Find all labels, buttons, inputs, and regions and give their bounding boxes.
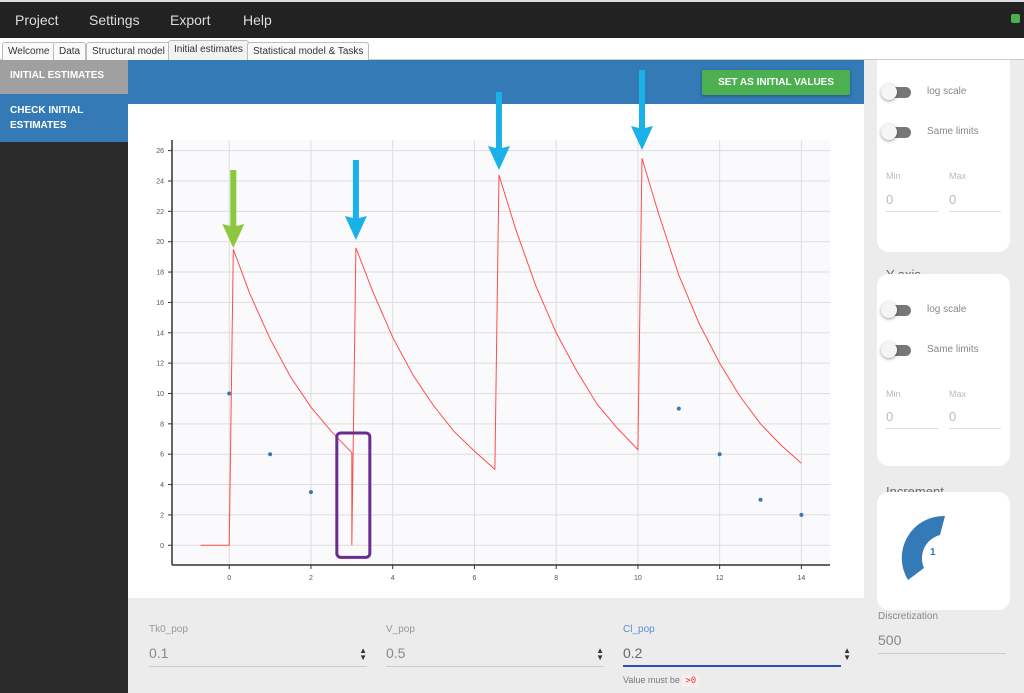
menu-project[interactable]: Project xyxy=(15,12,59,28)
y-tick-label: 24 xyxy=(156,178,164,185)
y-tick-label: 2 xyxy=(160,512,164,519)
y-tick-label: 4 xyxy=(160,482,164,489)
x-axis-card: log scale Same limits Min Max 0 0 xyxy=(877,60,1010,252)
sidebar-item-check-initial-estimates[interactable]: CHECK INITIAL ESTIMATES xyxy=(0,94,128,142)
tab-statistical-model[interactable]: Statistical model & Tasks xyxy=(247,42,370,60)
x-log-scale-label: log scale xyxy=(927,86,967,97)
spinner-icon[interactable]: ▲ ▼ xyxy=(596,646,604,662)
observation-point xyxy=(758,497,763,502)
spinner-icon[interactable]: ▲ ▼ xyxy=(359,646,367,662)
set-initial-values-button[interactable]: SET AS INITIAL VALUES xyxy=(702,70,850,95)
x-tick-label: 0 xyxy=(227,575,231,582)
x-tick-label: 4 xyxy=(391,575,395,582)
cl-pop-value: 0.2 xyxy=(623,645,643,661)
v-pop-input[interactable]: 0.5 ▲ ▼ xyxy=(386,645,604,667)
validation-hint: Value must be xyxy=(623,675,680,685)
x-max-input[interactable]: 0 xyxy=(949,192,1001,212)
y-tick-label: 22 xyxy=(156,209,164,216)
y-same-limits-toggle[interactable] xyxy=(881,342,911,358)
tab-bar: Welcome Data Structural model Initial es… xyxy=(0,38,1024,60)
x-tick-label: 6 xyxy=(472,575,476,582)
increment-value: 1 xyxy=(930,547,936,558)
y-log-scale-toggle[interactable] xyxy=(881,302,911,318)
tk0-pop-label: Tk0_pop xyxy=(149,624,188,635)
x-tick-label: 12 xyxy=(716,575,724,582)
sidebar: INITIAL ESTIMATES CHECK INITIAL ESTIMATE… xyxy=(0,60,128,693)
v-pop-label: V_pop xyxy=(386,624,415,635)
tk0-pop-field: Tk0_pop 0.1 ▲ ▼ xyxy=(149,624,367,667)
right-panel: log scale Same limits Min Max 0 0 Y-axis… xyxy=(864,60,1024,693)
discretization-label: Discretization xyxy=(878,611,939,622)
y-axis-card: log scale Same limits Min Max 0 0 xyxy=(877,274,1010,466)
x-tick-label: 2 xyxy=(309,575,313,582)
y-same-limits-label: Same limits xyxy=(927,344,979,355)
menu-settings[interactable]: Settings xyxy=(89,12,140,28)
header-bar: SET AS INITIAL VALUES xyxy=(128,60,864,104)
observation-point xyxy=(799,512,804,517)
y-tick-label: 10 xyxy=(156,391,164,398)
x-tick-label: 8 xyxy=(554,575,558,582)
parameters-panel: Tk0_pop 0.1 ▲ ▼ V_pop 0.5 ▲ ▼ Cl_pop 0.2 ▲ ▼ V… xyxy=(128,598,864,693)
tab-welcome[interactable]: Welcome xyxy=(2,42,56,60)
cl-pop-field: Cl_pop 0.2 ▲ ▼ Value must be >0 xyxy=(623,624,851,687)
prediction-curve xyxy=(200,158,802,546)
x-min-label: Min xyxy=(886,171,901,181)
sidebar-item-initial-estimates[interactable]: INITIAL ESTIMATES xyxy=(0,60,128,94)
observation-point xyxy=(676,406,681,411)
y-tick-label: 16 xyxy=(156,300,164,307)
validation-code: >0 xyxy=(682,675,700,687)
y-tick-label: 0 xyxy=(160,543,164,550)
cl-pop-label: Cl_pop xyxy=(623,624,655,635)
observation-point xyxy=(268,452,273,457)
x-same-limits-label: Same limits xyxy=(927,126,979,137)
y-max-input[interactable]: 0 xyxy=(949,409,1001,429)
status-icon xyxy=(1011,14,1020,23)
spinner-icon[interactable]: ▲ ▼ xyxy=(843,646,851,662)
tab-data[interactable]: Data xyxy=(53,42,87,60)
x-tick-label: 10 xyxy=(634,575,642,582)
y-tick-label: 8 xyxy=(160,421,164,428)
y-tick-label: 20 xyxy=(156,239,164,246)
y-tick-label: 26 xyxy=(156,148,164,155)
menu-export[interactable]: Export xyxy=(170,12,211,28)
increment-gauge[interactable]: 1 xyxy=(877,492,1010,610)
observation-point xyxy=(717,452,722,457)
y-tick-label: 6 xyxy=(160,452,164,459)
v-pop-field: V_pop 0.5 ▲ ▼ xyxy=(386,624,604,667)
plot-background xyxy=(172,140,830,565)
y-tick-label: 18 xyxy=(156,270,164,277)
discretization-input[interactable]: 500 xyxy=(878,628,1006,654)
y-min-input[interactable]: 0 xyxy=(886,409,938,429)
observation-point xyxy=(227,391,232,396)
observation-point xyxy=(308,490,313,495)
menu-bar: Project Settings Export Help xyxy=(0,0,1024,38)
increment-card: 1 xyxy=(877,492,1010,610)
y-tick-label: 14 xyxy=(156,330,164,337)
x-same-limits-toggle[interactable] xyxy=(881,124,911,140)
tab-initial-estimates[interactable]: Initial estimates xyxy=(168,40,249,60)
y-log-scale-label: log scale xyxy=(927,304,967,315)
y-min-label: Min xyxy=(886,389,901,399)
x-tick-label: 14 xyxy=(797,575,805,582)
tk0-pop-input[interactable]: 0.1 ▲ ▼ xyxy=(149,645,367,667)
cl-pop-input[interactable]: 0.2 ▲ ▼ xyxy=(623,645,851,667)
x-max-label: Max xyxy=(949,171,967,181)
tk0-pop-value: 0.1 xyxy=(149,645,169,661)
v-pop-value: 0.5 xyxy=(386,645,406,661)
x-min-input[interactable]: 0 xyxy=(886,192,938,212)
menu-help[interactable]: Help xyxy=(243,12,272,28)
plot-panel: 0 2 4 6 8 10 12 14 0 2 4 6 8 10 12 14 16 18 20 22 24 26 xyxy=(128,104,864,598)
y-tick-label: 12 xyxy=(156,361,164,368)
x-log-scale-toggle[interactable] xyxy=(881,84,911,100)
y-max-label: Max xyxy=(949,389,967,399)
tab-structural-model[interactable]: Structural model xyxy=(86,42,171,60)
